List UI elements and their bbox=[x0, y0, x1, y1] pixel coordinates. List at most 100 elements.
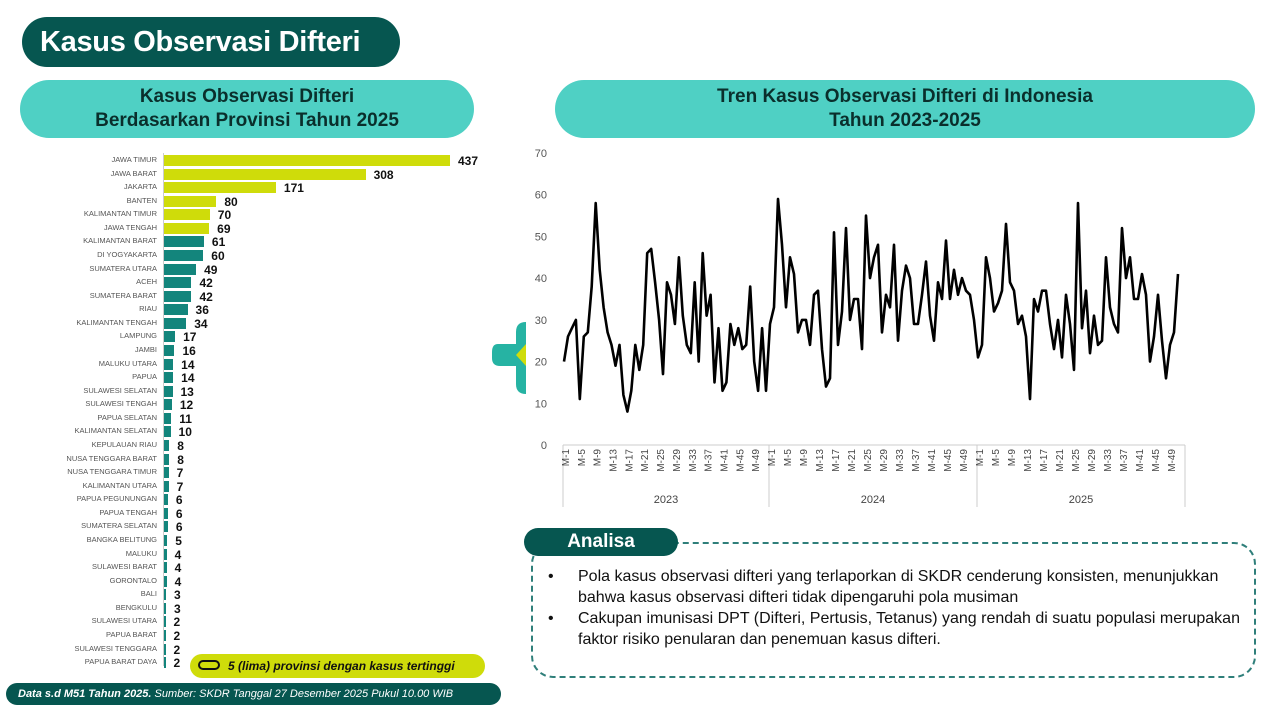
y-tick-label: 10 bbox=[535, 398, 547, 410]
week-tick-label: M-1 bbox=[975, 449, 986, 467]
bar-value: 36 bbox=[195, 303, 209, 318]
week-tick-label: M-21 bbox=[1055, 449, 1066, 472]
bar-label: PAPUA BARAT DAYA bbox=[84, 657, 157, 667]
bar bbox=[164, 453, 170, 465]
footer-data-range: Data s.d M51 Tahun 2025. bbox=[18, 688, 152, 700]
bar-value: 4 bbox=[174, 574, 182, 589]
bar-label: NUSA TENGGARA BARAT bbox=[66, 453, 157, 463]
bar bbox=[164, 317, 187, 329]
bar-label: MALUKU UTARA bbox=[98, 358, 157, 368]
page-title: Kasus Observasi Difteri bbox=[22, 17, 400, 67]
bar-value: 6 bbox=[175, 520, 183, 535]
week-tick-label: M-45 bbox=[735, 449, 746, 472]
week-tick-label: M-49 bbox=[1167, 449, 1178, 472]
bar-label: BANGKA BELITUNG bbox=[86, 534, 157, 544]
bar-value: 13 bbox=[180, 384, 194, 399]
bar bbox=[164, 521, 168, 533]
bar bbox=[164, 507, 168, 519]
week-tick-label: M-9 bbox=[1007, 449, 1018, 467]
year-label: 2023 bbox=[654, 494, 678, 506]
week-tick-label: M-5 bbox=[577, 449, 588, 467]
bar bbox=[164, 467, 169, 479]
bar bbox=[164, 412, 172, 424]
bar-value: 70 bbox=[217, 208, 232, 223]
bar-value: 7 bbox=[176, 479, 184, 494]
week-tick-label: M-49 bbox=[959, 449, 970, 472]
bar bbox=[164, 209, 210, 221]
analisa-title: Analisa bbox=[524, 528, 678, 556]
bar-value: 49 bbox=[204, 262, 218, 277]
bar-label: JAMBI bbox=[134, 344, 157, 354]
week-tick-label: M-33 bbox=[895, 449, 906, 472]
line-chart-title: Tren Kasus Observasi Difteri di Indonesi… bbox=[555, 80, 1255, 138]
week-tick-label: M-41 bbox=[1135, 449, 1146, 472]
bar-value: 12 bbox=[179, 398, 194, 413]
analisa-point: Pola kasus observasi difteri yang terlap… bbox=[548, 566, 1248, 608]
bar-value: 4 bbox=[174, 547, 182, 562]
bar-label: SULAWESI UTARA bbox=[91, 616, 157, 626]
legend: 5 (lima) provinsi dengan kasus tertinggi bbox=[190, 654, 485, 678]
bar-value: 437 bbox=[458, 154, 479, 168]
bar bbox=[164, 277, 192, 289]
bar-value: 8 bbox=[177, 438, 184, 453]
bar-label: BALI bbox=[140, 589, 157, 599]
bar bbox=[164, 426, 171, 438]
bar-label: JAWA BARAT bbox=[110, 168, 157, 178]
bar-value: 80 bbox=[224, 194, 238, 209]
y-tick-label: 0 bbox=[541, 440, 547, 452]
bar-label: ACEH bbox=[136, 277, 157, 287]
week-tick-label: M-29 bbox=[1087, 449, 1098, 472]
bar-label: KALIMANTAN UTARA bbox=[82, 480, 157, 490]
bar bbox=[164, 399, 172, 411]
bar-value: 7 bbox=[176, 466, 184, 481]
analisa-box bbox=[531, 542, 1256, 678]
y-tick-label: 40 bbox=[535, 273, 547, 285]
legend-outline-icon bbox=[198, 660, 220, 670]
week-tick-label: M-17 bbox=[1039, 449, 1050, 472]
bar bbox=[164, 358, 174, 370]
kemenkes-logo-icon bbox=[492, 322, 526, 394]
bar-label: SUMATERA UTARA bbox=[89, 263, 157, 273]
week-tick-label: M-9 bbox=[799, 449, 810, 467]
week-tick-label: M-41 bbox=[719, 449, 730, 472]
bar-label: BENGKULU bbox=[115, 602, 157, 612]
week-tick-label: M-37 bbox=[911, 449, 922, 472]
bar-value: 3 bbox=[173, 601, 181, 616]
bar-value: 5 bbox=[175, 533, 182, 548]
trend-series-line bbox=[562, 197, 1180, 413]
bar bbox=[164, 562, 167, 574]
y-tick-label: 50 bbox=[535, 231, 547, 243]
week-tick-label: M-13 bbox=[815, 449, 826, 472]
bar-label: DI YOGYAKARTA bbox=[97, 249, 157, 259]
bar-value: 61 bbox=[211, 235, 226, 250]
week-tick-label: M-5 bbox=[991, 449, 1002, 467]
bar-label: RIAU bbox=[139, 304, 157, 314]
bar-label: KALIMANTAN BARAT bbox=[83, 236, 157, 246]
bar-axis-line bbox=[163, 153, 164, 666]
bar bbox=[164, 304, 188, 316]
bar-value: 2 bbox=[173, 615, 181, 630]
line-chart-title-line2: Tahun 2023-2025 bbox=[829, 110, 981, 131]
bar-chart-title: Kasus Observasi Difteri Berdasarkan Prov… bbox=[20, 80, 474, 138]
week-tick-label: M-41 bbox=[927, 449, 938, 472]
week-tick-label: M-33 bbox=[688, 449, 699, 472]
week-tick-label: M-25 bbox=[656, 449, 667, 472]
bar bbox=[164, 439, 170, 451]
bar-label: NUSA TENGGARA TIMUR bbox=[67, 467, 157, 477]
bar-value: 4 bbox=[174, 561, 182, 576]
week-tick-label: M-13 bbox=[1023, 449, 1034, 472]
week-tick-label: M-37 bbox=[1119, 449, 1130, 472]
bar bbox=[164, 534, 168, 546]
bar-value: 16 bbox=[182, 343, 196, 358]
bar-label: BANTEN bbox=[126, 195, 157, 205]
week-tick-label: M-5 bbox=[783, 449, 794, 467]
week-tick-label: M-33 bbox=[1103, 449, 1114, 472]
bar-label: JAKARTA bbox=[123, 182, 157, 192]
week-tick-label: M-37 bbox=[704, 449, 715, 472]
bar bbox=[164, 589, 166, 601]
bar-label: PAPUA BARAT bbox=[106, 629, 157, 639]
week-tick-label: M-9 bbox=[593, 449, 604, 467]
bar bbox=[164, 629, 166, 641]
bar-label: SULAWESI TENGGARA bbox=[74, 643, 157, 653]
bar bbox=[164, 657, 166, 669]
